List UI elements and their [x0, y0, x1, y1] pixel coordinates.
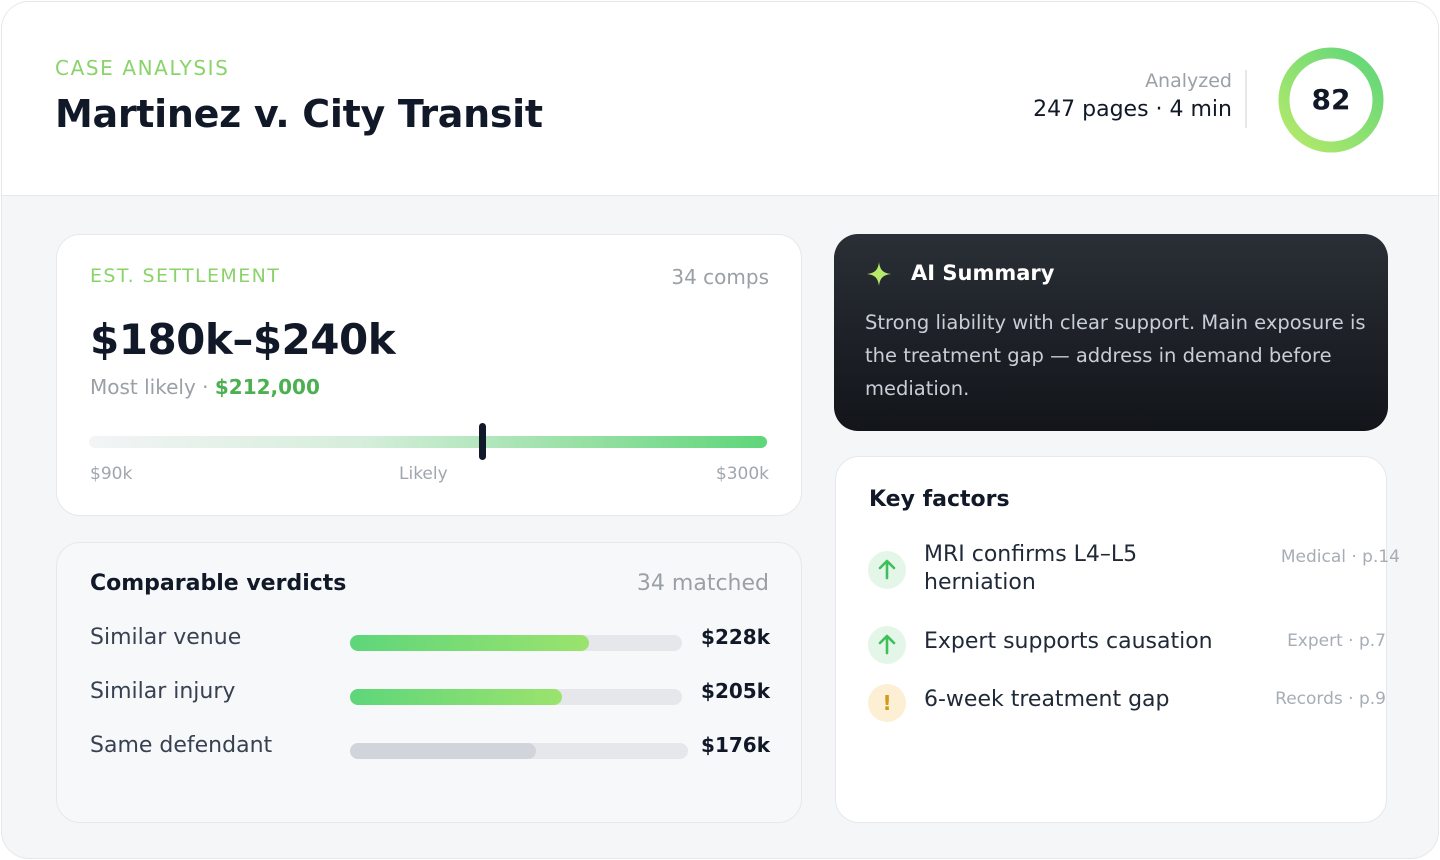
comparable-label: Similar venue — [90, 625, 242, 650]
factor-text: 6-week treatment gap — [924, 687, 1170, 712]
score-value: 82 — [1311, 83, 1351, 116]
comparable-row: Similar venue $228k — [90, 625, 770, 655]
settlement-comps: 34 comps — [671, 265, 769, 289]
likely-value: $212,000 — [214, 375, 320, 399]
range-min-label: $90k — [90, 464, 133, 484]
ai-summary-title: AI Summary — [911, 261, 1055, 285]
settlement-likely: Most likely · $212,000 — [90, 375, 320, 399]
factor-item: ! 6-week treatment gap Records · p.9 — [868, 681, 1386, 722]
ai-summary-body: Strong liability with clear support. Mai… — [865, 311, 1366, 400]
comparable-row: Same defendant $176k — [90, 733, 770, 763]
score-ring-graphic — [1278, 47, 1384, 153]
settlement-range-bar — [89, 436, 767, 448]
comparable-track — [350, 635, 682, 651]
comparables-count: 34 matched — [636, 571, 769, 596]
analyzed-value: 247 pages · 4 min — [1033, 97, 1232, 122]
comparable-fill — [350, 743, 536, 759]
factor-item: Expert supports causation Expert · p.7 — [868, 623, 1386, 664]
comparable-value: $205k — [701, 679, 770, 703]
settlement-range: $180k–$240k — [90, 315, 396, 364]
comparable-label: Same defendant — [90, 733, 273, 758]
arrow-up-icon — [868, 551, 906, 589]
factor-source: Medical · p.14 — [1280, 547, 1400, 567]
comparable-value: $176k — [701, 733, 770, 757]
factor-source: Expert · p.7 — [1287, 631, 1386, 651]
comparable-label: Similar injury — [90, 679, 236, 704]
comparable-track — [350, 689, 682, 705]
case-header: CASE ANALYSIS Martinez v. City Transit A… — [2, 2, 1438, 196]
score-arc — [1278, 47, 1384, 153]
settlement-card: EST. SETTLEMENT 34 comps $180k–$240k Mos… — [56, 234, 802, 516]
likely-marker — [479, 423, 487, 460]
comparables-title: Comparable verdicts — [90, 571, 347, 596]
comparable-value: $228k — [701, 625, 770, 649]
comparable-verdicts-card: Comparable verdicts 34 matched Similar v… — [56, 542, 802, 823]
factor-item: MRI confirms L4–L5 herniation Medical · … — [868, 541, 1400, 601]
comparable-row: Similar injury $205k — [90, 679, 770, 709]
arrow-up-icon — [868, 626, 906, 664]
analyzed-label: Analyzed — [1145, 70, 1232, 92]
key-factors-title: Key factors — [869, 487, 1010, 512]
comparable-track — [350, 743, 688, 759]
warning-icon: ! — [868, 684, 906, 722]
factor-text: Expert supports causation — [924, 629, 1213, 654]
factor-source: Records · p.9 — [1275, 689, 1386, 709]
settlement-label: EST. SETTLEMENT — [90, 265, 281, 287]
header-divider — [1245, 70, 1247, 128]
case-score-ring: 82 — [1276, 45, 1386, 155]
likely-label: Most likely · — [90, 375, 215, 399]
comparable-fill — [350, 689, 563, 705]
ai-summary-card: AI Summary Strong liability with clear s… — [834, 234, 1388, 431]
section-eyebrow: CASE ANALYSIS — [55, 56, 230, 80]
key-factors-card: Key factors MRI confirms L4–L5 herniatio… — [835, 456, 1400, 823]
range-mid-label: Likely — [399, 464, 448, 484]
factor-text: MRI confirms L4–L5 herniation — [924, 542, 1138, 595]
case-title: Martinez v. City Transit — [55, 92, 543, 136]
sparkle-icon — [867, 262, 891, 286]
range-max-label: $300k — [715, 464, 769, 484]
comparable-fill — [350, 635, 590, 651]
